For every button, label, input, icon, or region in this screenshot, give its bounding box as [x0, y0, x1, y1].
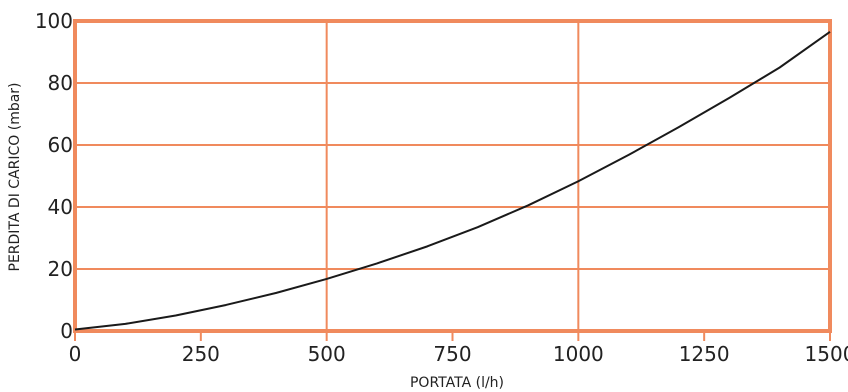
series-line: [74, 31, 831, 331]
x-tick-label-1250: 1250: [679, 342, 730, 366]
x-tick-label-250: 250: [182, 342, 220, 366]
y-tick-label-60: 60: [48, 133, 73, 157]
grid: [73, 19, 832, 333]
ticks: [74, 331, 831, 341]
y-tick-label-80: 80: [48, 71, 73, 95]
y-tick-label-40: 40: [48, 195, 73, 219]
y-tick-label-100: 100: [35, 9, 73, 33]
series: [74, 31, 831, 331]
y-axis-title: PERDITA DI CARICO (mbar): [7, 82, 23, 271]
y-tick-label-0: 0: [60, 319, 73, 343]
plot-frame: [73, 19, 832, 333]
x-tick-label-500: 500: [308, 342, 346, 366]
x-tick-label-1000: 1000: [553, 342, 604, 366]
x-tick-label-750: 750: [433, 342, 471, 366]
y-tick-label-20: 20: [48, 257, 73, 281]
x-axis-title: PORTATA (l/h): [410, 375, 504, 391]
x-tick-label-0: 0: [69, 342, 82, 366]
